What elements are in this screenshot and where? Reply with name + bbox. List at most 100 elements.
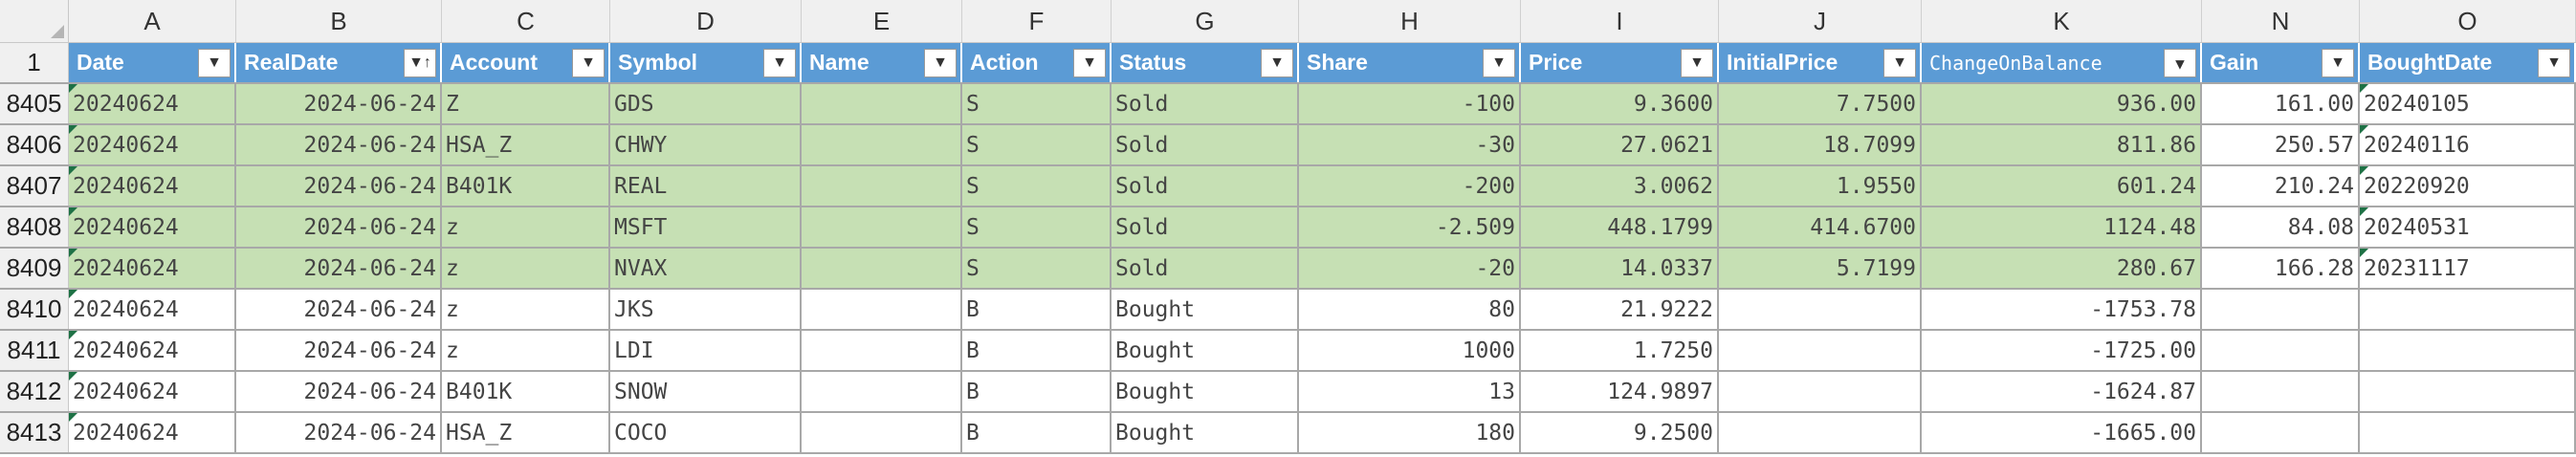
cell-status[interactable]: Bought [1112, 331, 1299, 370]
cell-action[interactable]: S [962, 207, 1112, 247]
filter-dropdown-icon[interactable]: ▼ [198, 49, 231, 77]
cell-price[interactable]: 448.1799 [1521, 207, 1719, 247]
cell-price[interactable]: 27.0621 [1521, 125, 1719, 164]
filter-dropdown-icon[interactable]: ▼ [2538, 49, 2570, 77]
cell-date[interactable]: 20240624 [69, 331, 236, 370]
cell-name[interactable] [802, 290, 962, 329]
cell-account[interactable]: z [442, 290, 610, 329]
column-letter[interactable]: O [2360, 0, 2576, 42]
cell-symbol[interactable]: JKS [610, 290, 802, 329]
cell-realdate[interactable]: 2024-06-24 [236, 207, 442, 247]
filter-dropdown-icon[interactable]: ▼ [1681, 49, 1713, 77]
cell-date[interactable]: 20240624 [69, 290, 236, 329]
cell-gain[interactable]: 166.28 [2202, 249, 2360, 288]
column-letter[interactable]: D [610, 0, 802, 42]
cell-share[interactable]: 180 [1299, 413, 1521, 452]
header-name[interactable]: Name ▼ [802, 43, 962, 82]
cell-price[interactable]: 9.3600 [1521, 84, 1719, 123]
cell-account[interactable]: B401K [442, 372, 610, 411]
column-letter[interactable]: I [1521, 0, 1719, 42]
cell-gain[interactable]: 250.57 [2202, 125, 2360, 164]
cell-action[interactable]: B [962, 331, 1112, 370]
cell-gain[interactable]: 161.00 [2202, 84, 2360, 123]
cell-price[interactable]: 21.9222 [1521, 290, 1719, 329]
filter-dropdown-icon[interactable]: ▼ [1261, 49, 1293, 77]
column-letter[interactable]: G [1112, 0, 1299, 42]
filter-dropdown-icon[interactable]: ▼ [763, 49, 796, 77]
cell-action[interactable]: B [962, 413, 1112, 452]
cell-initialprice[interactable]: 18.7099 [1719, 125, 1922, 164]
cell-initialprice[interactable] [1719, 413, 1922, 452]
filter-dropdown-icon[interactable]: ▼ [924, 49, 957, 77]
cell-account[interactable]: Z [442, 84, 610, 123]
cell-name[interactable] [802, 166, 962, 206]
cell-account[interactable]: HSA_Z [442, 125, 610, 164]
select-all-corner[interactable] [0, 0, 69, 42]
cell-status[interactable]: Bought [1112, 372, 1299, 411]
cell-price[interactable]: 124.9897 [1521, 372, 1719, 411]
filter-dropdown-icon[interactable]: ▼ [572, 49, 605, 77]
row-number[interactable]: 8413 [0, 413, 69, 452]
cell-changeonbalance[interactable]: -1753.78 [1922, 290, 2202, 329]
cell-gain[interactable] [2202, 372, 2360, 411]
cell-status[interactable]: Bought [1112, 290, 1299, 329]
cell-realdate[interactable]: 2024-06-24 [236, 125, 442, 164]
cell-boughtdate[interactable] [2360, 290, 2576, 329]
header-gain[interactable]: Gain ▼ [2202, 43, 2360, 82]
header-symbol[interactable]: Symbol ▼ [610, 43, 802, 82]
row-number[interactable]: 8412 [0, 372, 69, 411]
cell-gain[interactable]: 210.24 [2202, 166, 2360, 206]
row-number[interactable]: 8411 [0, 331, 69, 370]
header-date[interactable]: Date ▼ [69, 43, 236, 82]
cell-boughtdate[interactable]: 20240105 [2360, 84, 2576, 123]
row-number[interactable]: 8409 [0, 249, 69, 288]
cell-action[interactable]: S [962, 249, 1112, 288]
cell-changeonbalance[interactable]: 280.67 [1922, 249, 2202, 288]
cell-gain[interactable] [2202, 413, 2360, 452]
cell-realdate[interactable]: 2024-06-24 [236, 290, 442, 329]
column-letter[interactable]: E [802, 0, 962, 42]
header-initialprice[interactable]: InitialPrice ▼ [1719, 43, 1922, 82]
cell-date[interactable]: 20240624 [69, 125, 236, 164]
cell-date[interactable]: 20240624 [69, 84, 236, 123]
cell-date[interactable]: 20240624 [69, 249, 236, 288]
cell-date[interactable]: 20240624 [69, 166, 236, 206]
cell-action[interactable]: B [962, 372, 1112, 411]
cell-changeonbalance[interactable]: 601.24 [1922, 166, 2202, 206]
column-letter[interactable]: H [1299, 0, 1521, 42]
cell-changeonbalance[interactable]: 1124.48 [1922, 207, 2202, 247]
cell-initialprice[interactable]: 414.6700 [1719, 207, 1922, 247]
cell-name[interactable] [802, 331, 962, 370]
cell-price[interactable]: 14.0337 [1521, 249, 1719, 288]
cell-account[interactable]: B401K [442, 166, 610, 206]
cell-initialprice[interactable] [1719, 290, 1922, 329]
row-number[interactable]: 1 [0, 43, 69, 82]
cell-symbol[interactable]: LDI [610, 331, 802, 370]
cell-status[interactable]: Sold [1112, 166, 1299, 206]
header-account[interactable]: Account ▼ [442, 43, 610, 82]
cell-realdate[interactable]: 2024-06-24 [236, 372, 442, 411]
cell-changeonbalance[interactable]: 936.00 [1922, 84, 2202, 123]
cell-status[interactable]: Sold [1112, 249, 1299, 288]
cell-name[interactable] [802, 372, 962, 411]
cell-share[interactable]: -100 [1299, 84, 1521, 123]
cell-action[interactable]: B [962, 290, 1112, 329]
cell-boughtdate[interactable] [2360, 331, 2576, 370]
cell-share[interactable]: 1000 [1299, 331, 1521, 370]
cell-status[interactable]: Sold [1112, 125, 1299, 164]
cell-initialprice[interactable] [1719, 331, 1922, 370]
cell-initialprice[interactable]: 1.9550 [1719, 166, 1922, 206]
row-number[interactable]: 8406 [0, 125, 69, 164]
filter-dropdown-icon[interactable]: ▼ [1073, 49, 1106, 77]
cell-boughtdate[interactable]: 20220920 [2360, 166, 2576, 206]
cell-status[interactable]: Sold [1112, 84, 1299, 123]
cell-boughtdate[interactable] [2360, 372, 2576, 411]
header-price[interactable]: Price ▼ [1521, 43, 1719, 82]
cell-account[interactable]: HSA_Z [442, 413, 610, 452]
cell-name[interactable] [802, 249, 962, 288]
cell-initialprice[interactable]: 7.7500 [1719, 84, 1922, 123]
cell-status[interactable]: Sold [1112, 207, 1299, 247]
cell-share[interactable]: -200 [1299, 166, 1521, 206]
column-letter[interactable]: K [1922, 0, 2202, 42]
filter-dropdown-icon[interactable]: ▼ [2322, 49, 2354, 77]
